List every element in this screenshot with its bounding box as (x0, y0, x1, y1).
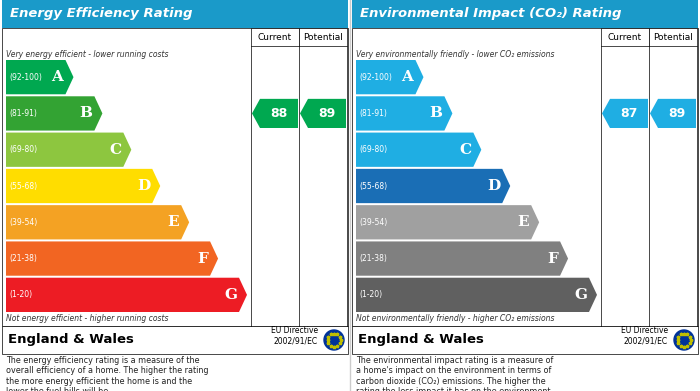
Text: 89: 89 (318, 107, 335, 120)
FancyBboxPatch shape (352, 326, 698, 354)
Polygon shape (6, 133, 132, 167)
Text: F: F (547, 251, 558, 265)
Text: E: E (517, 215, 529, 229)
FancyBboxPatch shape (352, 0, 698, 28)
Text: (69-80): (69-80) (9, 145, 37, 154)
Polygon shape (252, 99, 298, 128)
Text: (39-54): (39-54) (9, 218, 37, 227)
Text: A: A (402, 70, 414, 84)
Text: (81-91): (81-91) (9, 109, 37, 118)
Text: F: F (197, 251, 208, 265)
FancyBboxPatch shape (601, 28, 649, 46)
Polygon shape (356, 133, 482, 167)
Polygon shape (650, 99, 696, 128)
Text: EU Directive
2002/91/EC: EU Directive 2002/91/EC (271, 326, 318, 346)
Text: Energy Efficiency Rating: Energy Efficiency Rating (10, 7, 193, 20)
Text: (81-91): (81-91) (359, 109, 387, 118)
Text: Current: Current (608, 32, 642, 41)
Text: D: D (487, 179, 500, 193)
Polygon shape (602, 99, 648, 128)
Polygon shape (356, 169, 510, 203)
Polygon shape (6, 278, 247, 312)
Polygon shape (356, 205, 539, 239)
Text: (21-38): (21-38) (359, 254, 387, 263)
Text: The energy efficiency rating is a measure of the
overall efficiency of a home. T: The energy efficiency rating is a measur… (6, 356, 209, 391)
Circle shape (674, 330, 694, 350)
Text: A: A (52, 70, 64, 84)
Polygon shape (356, 241, 568, 276)
Text: (55-68): (55-68) (9, 181, 37, 190)
Text: (92-100): (92-100) (359, 73, 392, 82)
FancyBboxPatch shape (299, 28, 347, 46)
FancyBboxPatch shape (2, 0, 348, 28)
FancyBboxPatch shape (649, 28, 697, 46)
FancyBboxPatch shape (352, 28, 698, 326)
Polygon shape (6, 96, 102, 131)
FancyBboxPatch shape (251, 28, 299, 46)
Text: 89: 89 (668, 107, 685, 120)
Text: E: E (167, 215, 179, 229)
Text: Potential: Potential (653, 32, 693, 41)
Text: (1-20): (1-20) (9, 291, 32, 300)
Text: England & Wales: England & Wales (358, 334, 484, 346)
Text: Very energy efficient - lower running costs: Very energy efficient - lower running co… (6, 50, 169, 59)
Text: 88: 88 (270, 107, 288, 120)
Polygon shape (356, 278, 597, 312)
Text: G: G (574, 288, 587, 302)
Text: G: G (224, 288, 237, 302)
Polygon shape (300, 99, 346, 128)
Polygon shape (6, 60, 74, 94)
Circle shape (324, 330, 344, 350)
Text: Not energy efficient - higher running costs: Not energy efficient - higher running co… (6, 314, 169, 323)
Polygon shape (6, 241, 218, 276)
Text: Very environmentally friendly - lower CO₂ emissions: Very environmentally friendly - lower CO… (356, 50, 554, 59)
Text: Potential: Potential (303, 32, 343, 41)
Text: (55-68): (55-68) (359, 181, 387, 190)
Text: 87: 87 (620, 107, 638, 120)
Polygon shape (356, 96, 452, 131)
Polygon shape (6, 205, 189, 239)
Text: (69-80): (69-80) (359, 145, 387, 154)
Text: Environmental Impact (CO₂) Rating: Environmental Impact (CO₂) Rating (360, 7, 622, 20)
Polygon shape (6, 169, 160, 203)
FancyBboxPatch shape (2, 326, 348, 354)
Polygon shape (356, 60, 424, 94)
Text: C: C (459, 143, 471, 157)
Text: England & Wales: England & Wales (8, 334, 134, 346)
Text: C: C (109, 143, 121, 157)
Text: (1-20): (1-20) (359, 291, 382, 300)
Text: Not environmentally friendly - higher CO₂ emissions: Not environmentally friendly - higher CO… (356, 314, 554, 323)
Text: D: D (137, 179, 150, 193)
Text: Current: Current (258, 32, 292, 41)
Text: B: B (79, 106, 92, 120)
Text: EU Directive
2002/91/EC: EU Directive 2002/91/EC (621, 326, 668, 346)
Text: The environmental impact rating is a measure of
a home's impact on the environme: The environmental impact rating is a mea… (356, 356, 554, 391)
FancyBboxPatch shape (2, 28, 348, 326)
Text: (39-54): (39-54) (359, 218, 387, 227)
Text: (92-100): (92-100) (9, 73, 42, 82)
Text: (21-38): (21-38) (9, 254, 37, 263)
Text: B: B (429, 106, 442, 120)
